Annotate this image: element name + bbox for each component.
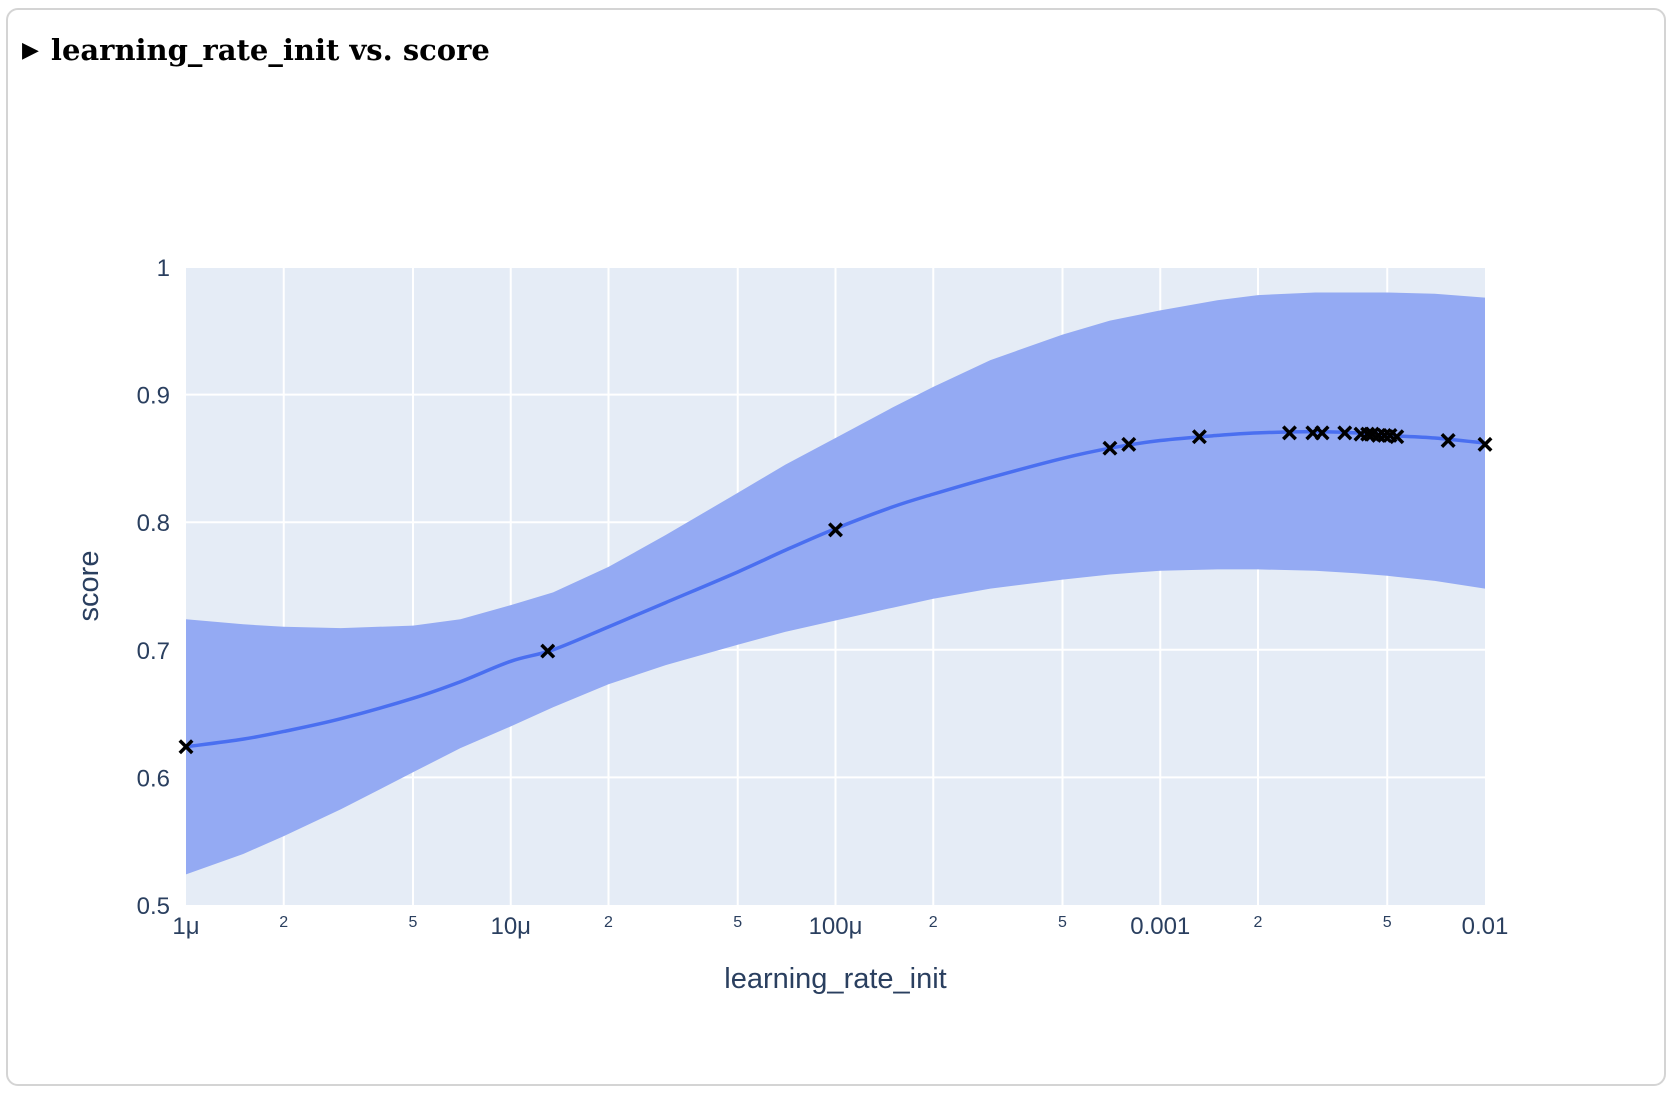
observation-marker-7 <box>1305 425 1321 441</box>
x-tick-label-10: 2 <box>1254 914 1263 931</box>
y-tick-label-3: 0.8 <box>137 510 170 537</box>
x-tick-label-9: 0.001 <box>1130 913 1190 940</box>
observation-marker-5 <box>1191 429 1207 445</box>
confidence-band <box>186 292 1485 875</box>
x-tick-label-3: 10μ <box>490 913 531 940</box>
observation-marker-9 <box>1337 425 1353 441</box>
chart-heading: learning_rate_init vs. score <box>50 33 490 67</box>
y-tick-label-2: 0.7 <box>137 638 170 665</box>
y-tick-label-4: 0.9 <box>137 383 170 410</box>
x-tick-label-2: 5 <box>409 914 418 931</box>
disclosure-triangle-icon[interactable]: ▶ <box>22 37 39 63</box>
y-tick-label-5: 1 <box>157 255 170 282</box>
x-tick-label-5: 5 <box>733 914 742 931</box>
observation-marker-4 <box>1121 436 1137 452</box>
mean-curve <box>185 429 1486 749</box>
y-tick-labels: 0.5 0.6 0.7 0.8 0.9 1 <box>137 255 170 920</box>
observation-marker-2 <box>828 522 843 538</box>
y-tick-label-1: 0.6 <box>137 765 170 792</box>
observation-marker-0 <box>178 739 194 755</box>
observation-marker-6 <box>1282 425 1297 441</box>
y-axis-title: score <box>73 551 105 622</box>
y-tick-label-0: 0.5 <box>137 893 170 920</box>
x-tick-label-6: 100μ <box>809 913 863 940</box>
x-tick-label-11: 5 <box>1383 914 1392 931</box>
x-tick-label-12: 0.01 <box>1462 913 1509 940</box>
x-tick-label-7: 2 <box>929 914 938 931</box>
observation-markers <box>178 425 1493 755</box>
x-axis-title: learning_rate_init <box>724 963 946 995</box>
x-tick-labels: 1μ 2 5 10μ 2 5 100μ 2 5 0.001 2 5 0.01 <box>172 913 1508 940</box>
details-summary[interactable]: ▶ learning_rate_init vs. score <box>22 30 490 70</box>
observation-marker-3 <box>1102 440 1118 456</box>
x-tick-label-8: 5 <box>1058 914 1067 931</box>
x-tick-label-1: 2 <box>279 914 288 931</box>
observation-marker-17 <box>1440 433 1456 449</box>
observation-marker-1 <box>540 643 556 659</box>
observation-marker-18 <box>1477 436 1493 452</box>
x-tick-label-0: 1μ <box>172 913 199 940</box>
observation-marker-8 <box>1314 425 1330 441</box>
x-tick-label-4: 2 <box>604 914 613 931</box>
observation-marker-16 <box>1389 429 1405 445</box>
